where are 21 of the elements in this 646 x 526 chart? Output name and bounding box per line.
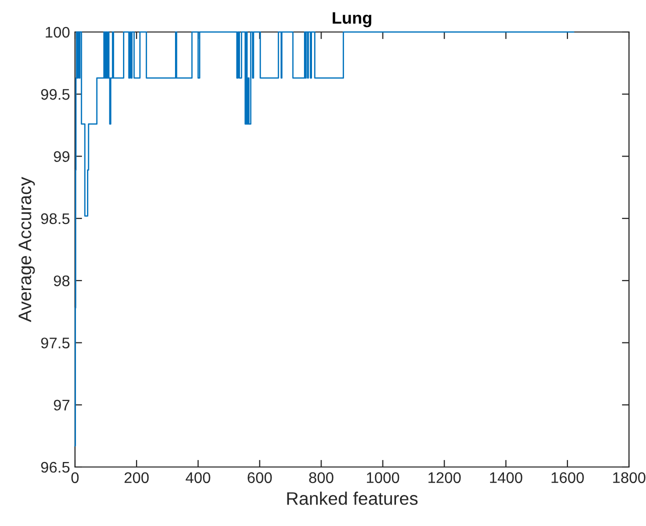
y-tick-label: 98	[54, 275, 70, 286]
y-tick-label: 97.5	[41, 338, 70, 348]
chart-title: Lung	[332, 12, 372, 28]
x-tick-label: 400	[186, 472, 210, 484]
x-tick-label: 1600	[552, 472, 584, 484]
x-tick-label: 600	[248, 472, 272, 484]
x-tick-label: 0	[71, 472, 79, 484]
x-tick-label: 800	[309, 472, 334, 484]
x-tick-label: 1000	[366, 472, 400, 484]
x-tick-label: 1800	[613, 472, 646, 484]
y-tick-label: 98.5	[41, 213, 70, 224]
y-tick-label: 99	[54, 151, 70, 162]
x-tick-label: 200	[124, 472, 149, 484]
y-axis-title: Average Accuracy	[18, 176, 35, 322]
x-tick-label: 1400	[490, 472, 522, 484]
y-tick-label: 96.5	[41, 462, 70, 473]
x-tick-label: 1200	[428, 472, 461, 484]
x-axis-title: Ranked features	[287, 492, 418, 505]
y-tick-label: 100	[46, 26, 70, 38]
y-tick-label: 97	[54, 400, 70, 411]
y-tick-label: 99.5	[41, 89, 70, 100]
